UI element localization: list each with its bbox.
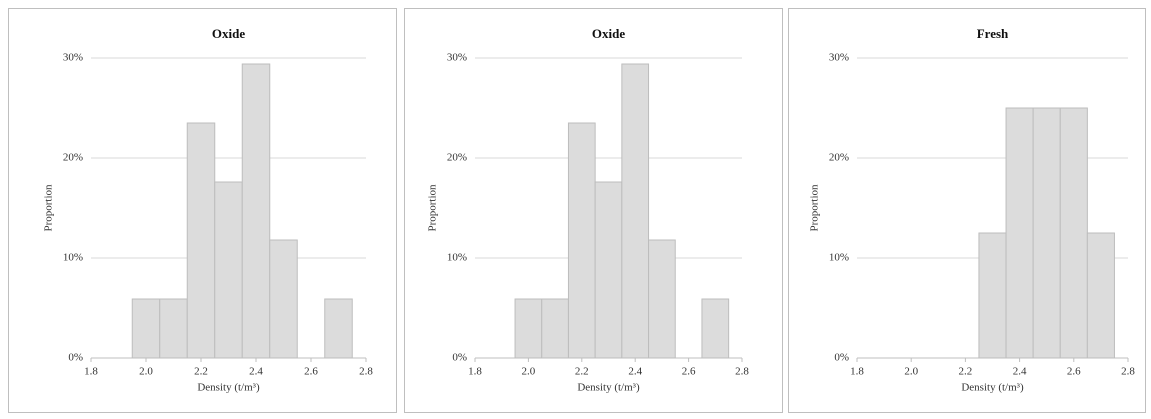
bar bbox=[567, 122, 596, 359]
bar bbox=[214, 181, 243, 359]
x-tick-label: 2.4 bbox=[1013, 366, 1027, 378]
x-axis-label: Density (t/m³) bbox=[961, 382, 1024, 394]
y-tick-label: 20% bbox=[829, 152, 849, 164]
x-tick-label: 2.0 bbox=[139, 366, 153, 378]
x-tick-label: 2.2 bbox=[959, 366, 973, 378]
x-tick-label: 2.4 bbox=[249, 366, 263, 378]
x-tick-label: 2.0 bbox=[522, 366, 536, 378]
y-tick-label: 30% bbox=[447, 52, 467, 64]
y-tick-label: 0% bbox=[834, 352, 849, 364]
chart-title: Oxide bbox=[212, 26, 245, 41]
y-tick-label: 10% bbox=[829, 252, 849, 264]
x-tick-label: 2.8 bbox=[359, 366, 373, 378]
chart-panel: Oxide 0% 10% 20% 30% 1.8 2.0 2.2 2.4 2.6 2.8 Densit… bbox=[404, 8, 783, 413]
chart-title: Oxide bbox=[592, 26, 625, 41]
bar bbox=[594, 181, 623, 359]
x-tick-label: 2.0 bbox=[904, 366, 918, 378]
bar bbox=[1005, 107, 1034, 359]
x-tick-label: 1.8 bbox=[468, 366, 482, 378]
y-tick-label: 20% bbox=[63, 152, 83, 164]
y-tick-label: 10% bbox=[63, 252, 83, 264]
y-axis-label: Proportion bbox=[43, 184, 55, 232]
bar bbox=[159, 298, 188, 359]
x-tick-label: 2.6 bbox=[1067, 366, 1081, 378]
bar bbox=[269, 239, 298, 359]
y-tick-label: 30% bbox=[829, 52, 849, 64]
bar bbox=[241, 63, 271, 359]
y-axis-label: Proportion bbox=[427, 184, 439, 232]
bar bbox=[978, 232, 1007, 359]
bar bbox=[186, 122, 216, 359]
y-tick-label: 10% bbox=[447, 252, 467, 264]
bar bbox=[324, 298, 353, 359]
x-tick-label: 2.6 bbox=[304, 366, 318, 378]
x-tick-label: 2.2 bbox=[575, 366, 589, 378]
x-tick-label: 2.6 bbox=[682, 366, 696, 378]
x-tick-label: 2.2 bbox=[194, 366, 208, 378]
bar bbox=[1032, 107, 1061, 359]
bar bbox=[1059, 107, 1088, 359]
bar bbox=[514, 298, 543, 359]
bar bbox=[621, 63, 650, 359]
x-axis-label: Density (t/m³) bbox=[577, 382, 640, 394]
bar bbox=[1086, 232, 1115, 359]
y-tick-label: 0% bbox=[452, 352, 467, 364]
x-tick-label: 2.4 bbox=[628, 366, 642, 378]
x-tick-label: 1.8 bbox=[84, 366, 98, 378]
bar bbox=[541, 298, 569, 359]
chart-panel: Oxide 0% 10% 20% 30% 1.8 2.0 2.2 2.4 2.6 2.8 Densit… bbox=[8, 8, 397, 413]
bar bbox=[648, 239, 676, 359]
x-tick-label: 1.8 bbox=[850, 366, 864, 378]
y-tick-label: 30% bbox=[63, 52, 83, 64]
y-tick-label: 20% bbox=[447, 152, 467, 164]
x-axis-label: Density (t/m³) bbox=[197, 382, 260, 394]
chart-panel: Fresh 0% 10% 20% 30% 1.8 2.0 2.2 2.4 2.6 2.8 Densit… bbox=[788, 8, 1146, 413]
x-tick-label: 2.8 bbox=[1121, 366, 1135, 378]
x-tick-label: 2.8 bbox=[735, 366, 749, 378]
bar bbox=[131, 298, 161, 359]
bar bbox=[701, 298, 730, 359]
chart-title: Fresh bbox=[977, 26, 1009, 41]
y-axis-label: Proportion bbox=[809, 184, 821, 232]
y-tick-label: 0% bbox=[68, 352, 83, 364]
